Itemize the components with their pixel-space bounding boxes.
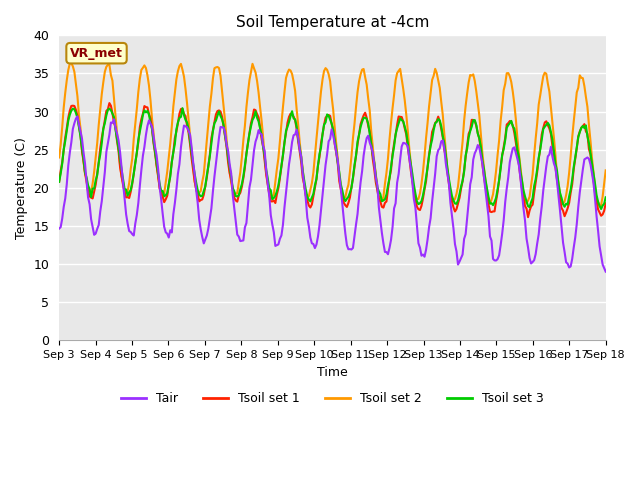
Text: VR_met: VR_met xyxy=(70,47,123,60)
Legend: Tair, Tsoil set 1, Tsoil set 2, Tsoil set 3: Tair, Tsoil set 1, Tsoil set 2, Tsoil se… xyxy=(116,387,548,410)
X-axis label: Time: Time xyxy=(317,366,348,379)
Y-axis label: Temperature (C): Temperature (C) xyxy=(15,137,28,239)
Title: Soil Temperature at -4cm: Soil Temperature at -4cm xyxy=(236,15,429,30)
